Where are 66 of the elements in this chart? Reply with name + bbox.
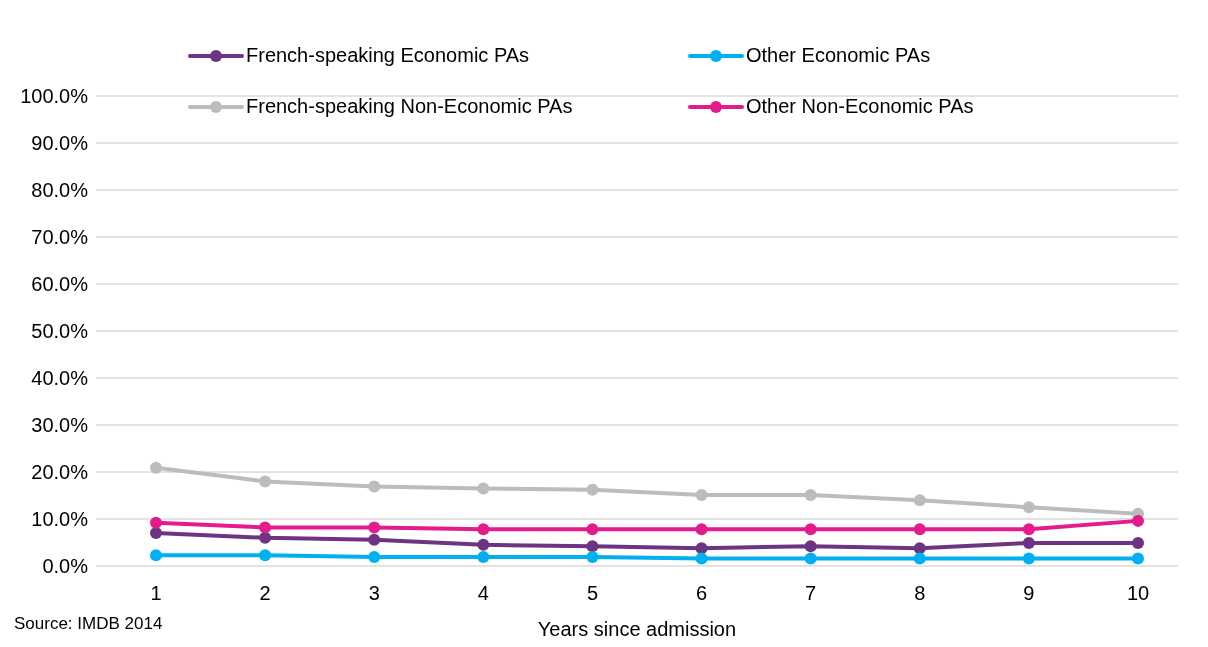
point xyxy=(913,542,926,555)
x-tick-label: 7 xyxy=(805,582,817,605)
point xyxy=(368,521,381,534)
point xyxy=(913,552,926,565)
point xyxy=(1132,536,1144,549)
y-tick-label: 30.0% xyxy=(31,414,89,437)
x-tick-label: 8 xyxy=(914,582,926,605)
y-tick-label: 80.0% xyxy=(31,179,89,202)
x-axis-title: Years since admission xyxy=(537,618,737,640)
point xyxy=(586,483,599,496)
point xyxy=(695,542,708,555)
point xyxy=(477,551,490,564)
point xyxy=(259,549,272,562)
point xyxy=(1132,514,1144,527)
point xyxy=(804,552,817,565)
y-tick-label: 100.0% xyxy=(20,85,89,108)
point xyxy=(150,549,162,562)
point xyxy=(586,551,599,564)
y-tick-label: 50.0% xyxy=(31,320,89,343)
x-tick-label: 4 xyxy=(477,582,489,605)
point xyxy=(259,475,272,488)
point xyxy=(368,480,381,493)
point xyxy=(1022,501,1035,514)
point xyxy=(259,521,272,534)
legend-label: Other Economic PAs xyxy=(746,44,931,67)
point xyxy=(913,523,926,536)
point xyxy=(1022,523,1035,536)
point xyxy=(477,523,490,536)
x-tick-label: 9 xyxy=(1023,582,1035,605)
point xyxy=(259,531,272,544)
point xyxy=(150,516,162,529)
x-tick-label: 1 xyxy=(150,582,162,605)
point xyxy=(368,533,381,546)
point xyxy=(586,523,599,536)
point xyxy=(804,489,817,502)
y-tick-label: 10.0% xyxy=(31,508,89,531)
x-tick-label: 2 xyxy=(259,582,271,605)
y-tick-label: 90.0% xyxy=(31,132,89,155)
point xyxy=(913,494,926,507)
x-tick-label: 5 xyxy=(586,582,599,605)
y-tick-label: 40.0% xyxy=(31,367,89,390)
y-tick-label: 70.0% xyxy=(31,226,89,249)
point xyxy=(804,540,817,553)
point xyxy=(477,482,490,495)
x-tick-label: 10 xyxy=(1126,582,1150,605)
point xyxy=(1022,552,1035,565)
point xyxy=(695,552,708,565)
point xyxy=(695,489,708,502)
point xyxy=(368,551,381,564)
point xyxy=(477,538,490,551)
x-tick-label: 6 xyxy=(695,582,708,605)
point xyxy=(150,527,162,540)
y-tick-label: 60.0% xyxy=(31,273,89,296)
y-tick-label: 20.0% xyxy=(31,461,89,484)
x-tick-label: 3 xyxy=(368,582,380,605)
point xyxy=(586,540,599,553)
point xyxy=(804,523,817,536)
y-tick-label: 0.0% xyxy=(42,555,89,578)
point xyxy=(150,461,162,474)
point xyxy=(695,523,708,536)
point xyxy=(1022,536,1035,549)
legend-label: Other Non-Economic PAs xyxy=(746,95,974,118)
legend-label: French-speaking Non-Economic PAs xyxy=(246,95,573,118)
legend-label: French-speaking Economic PAs xyxy=(246,44,530,67)
source-note: Source: IMDB 2014 xyxy=(14,614,163,634)
point xyxy=(1132,552,1144,565)
